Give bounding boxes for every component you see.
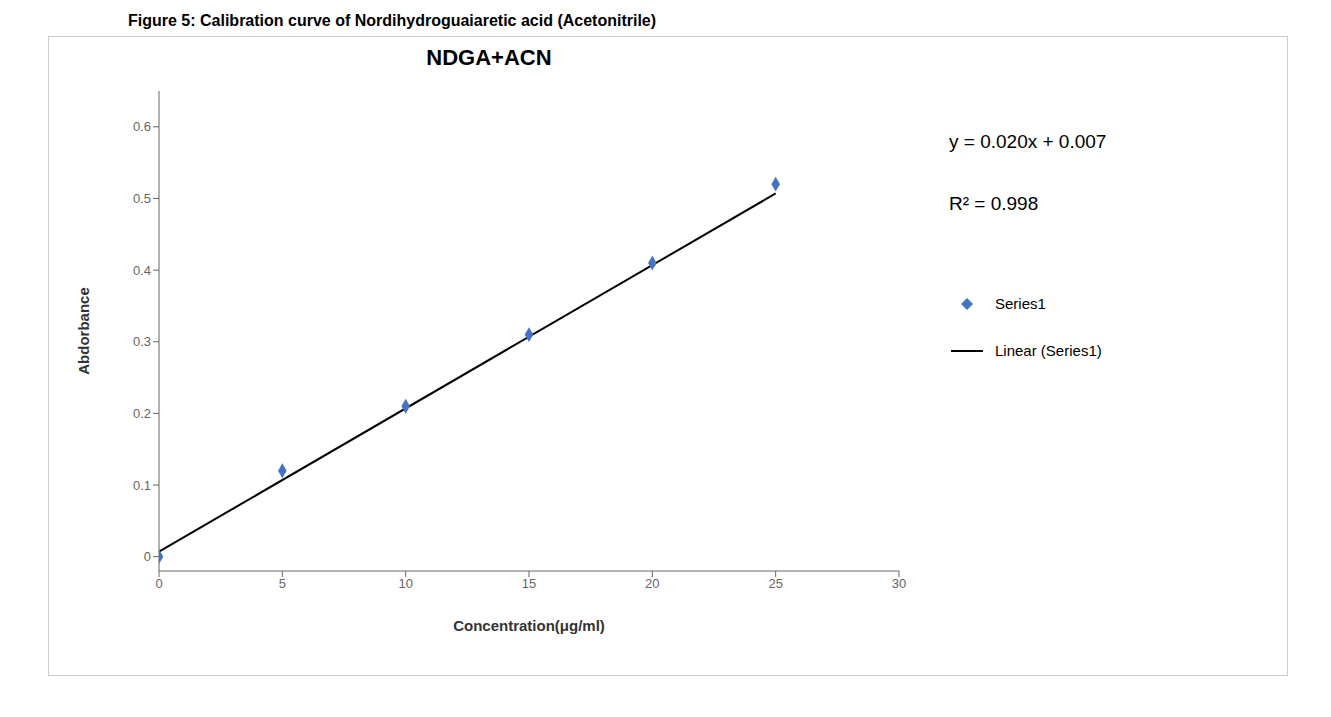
svg-text:0: 0 [155,576,162,591]
svg-text:0.5: 0.5 [133,191,151,206]
svg-text:0.6: 0.6 [133,119,151,134]
html-text:R² = 0.998: R² = 0.998 [949,193,1039,214]
svg-text:0.3: 0.3 [133,334,151,349]
svg-text:25: 25 [768,576,782,591]
svg-text:15: 15 [522,576,536,591]
html-text:Series1: Series1 [995,295,1046,312]
svg-text:0: 0 [144,549,151,564]
html-text:NDGA+ACN: NDGA+ACN [426,45,552,70]
html-text:Figure 5: Calibration curve of: Figure 5: Calibration curve of Nordihydr… [128,12,657,29]
svg-text:Concentration(μg/ml): Concentration(μg/ml) [453,617,605,634]
svg-text:0.2: 0.2 [133,406,151,421]
svg-text:30: 30 [892,576,906,591]
svg-text:Abdorbance: Abdorbance [75,287,92,375]
html-text:Linear (Series1): Linear (Series1) [995,342,1102,359]
svg-text:0.4: 0.4 [133,263,151,278]
html-text:y = 0.020x + 0.007: y = 0.020x + 0.007 [949,131,1107,152]
svg-text:5: 5 [279,576,286,591]
svg-text:10: 10 [398,576,412,591]
svg-text:20: 20 [645,576,659,591]
svg-text:0.1: 0.1 [133,478,151,493]
